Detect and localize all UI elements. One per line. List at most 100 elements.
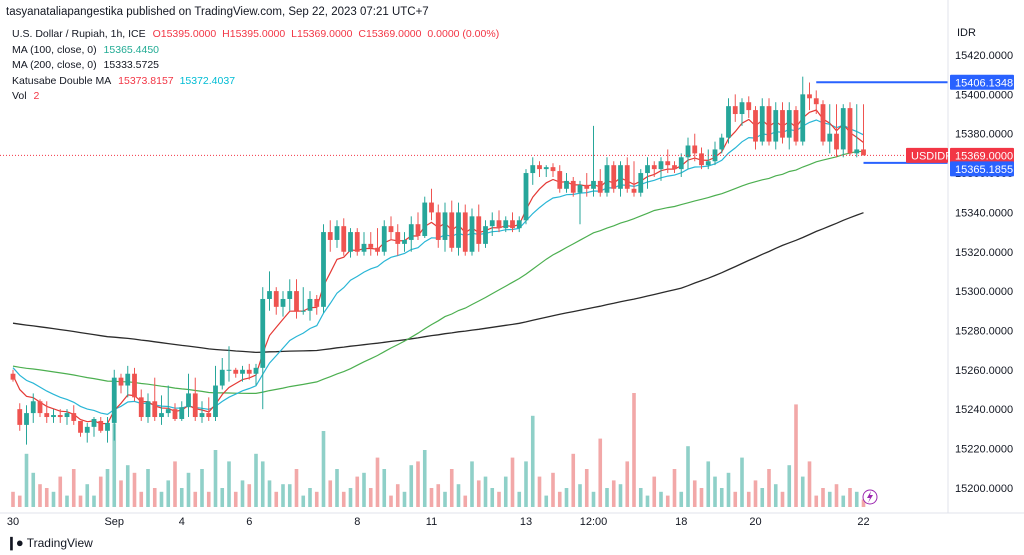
volume-bar: [227, 461, 231, 507]
legend-ma100-row[interactable]: MA (100, close, 0) 15365.4450: [12, 43, 499, 59]
volume-bar: [706, 461, 711, 507]
volume-bar: [483, 476, 488, 507]
candle-body: [24, 413, 29, 425]
volume-bar: [740, 457, 744, 507]
candle-body: [91, 418, 97, 427]
candle-body: [840, 108, 846, 150]
candle-body: [786, 110, 792, 138]
candle-body: [719, 137, 725, 150]
volume-bar: [348, 488, 353, 507]
volume-bar: [314, 491, 319, 507]
candle-body: [361, 243, 367, 252]
volume-bar: [429, 488, 434, 507]
candle-body: [327, 232, 333, 240]
volume-bar: [260, 461, 265, 507]
volume-bar: [848, 488, 852, 507]
volume-bar: [395, 484, 400, 507]
volume-bar: [206, 491, 211, 507]
volume-bar: [409, 465, 414, 507]
candle-body: [577, 184, 583, 193]
footer-brand[interactable]: ❙● TradingView: [6, 535, 93, 551]
symbol-title[interactable]: U.S. Dollar / Rupiah, 1h, ICE: [12, 28, 146, 40]
price-label-text: 15365.1855: [955, 164, 1013, 176]
volume-bar: [679, 491, 684, 507]
katusabe-slow-value: 15372.4037: [179, 74, 236, 87]
volume-bar: [659, 491, 663, 507]
volume-bar: [625, 461, 630, 507]
volume-bar: [503, 476, 508, 507]
volume-bar: [71, 469, 76, 507]
volume-bar: [490, 488, 495, 507]
volume-value: 2: [33, 90, 40, 102]
candle-body: [179, 407, 185, 419]
volume-bar: [308, 488, 312, 507]
x-tick-label: 4: [179, 516, 185, 528]
volume-bar: [436, 484, 441, 507]
ma200-label: MA (200, close, 0): [12, 59, 97, 71]
volume-bar: [571, 453, 576, 507]
volume-bar: [686, 446, 690, 507]
volume-bar: [402, 491, 407, 507]
candle-body: [307, 298, 313, 311]
volume-bar: [220, 488, 225, 507]
candle-body: [820, 104, 826, 142]
candle-body: [273, 291, 279, 307]
volume-bar: [287, 484, 292, 507]
volume-bar: [618, 484, 623, 507]
candle-body: [753, 110, 758, 142]
volume-bar: [760, 488, 765, 507]
ohlc-change: 0.0000 (0.00%): [427, 28, 500, 40]
legend-volume-row[interactable]: Vol 2: [12, 89, 499, 105]
candle-body: [624, 165, 630, 189]
legend-katusabe-row[interactable]: Katusabe Double MA 15373.8157 15372.4037: [12, 74, 499, 90]
volume-bar: [463, 495, 468, 507]
moving-average-lines: [12, 109, 864, 425]
candle-body: [145, 401, 151, 418]
x-tick-label: Sep: [104, 516, 124, 528]
candle-body: [699, 153, 704, 166]
legend-ma200-row[interactable]: MA (200, close, 0) 15333.5725: [12, 58, 499, 74]
candle-body: [746, 102, 752, 111]
volume-bar: [132, 472, 137, 507]
candle-body: [300, 310, 306, 312]
candle-body: [685, 145, 691, 158]
volume-bar: [51, 491, 56, 507]
y-tick-label: 15200.0000: [955, 483, 1013, 495]
candle-body: [516, 220, 522, 229]
volume-bar: [294, 469, 299, 507]
volume-bar: [787, 465, 792, 507]
katusabe-slow-line: [12, 119, 864, 416]
candle-body: [523, 173, 529, 221]
volume-bar: [335, 469, 339, 507]
volume-bar: [611, 480, 616, 507]
volume-bar: [544, 495, 549, 507]
candle-body: [348, 232, 353, 252]
candle-body: [813, 98, 819, 105]
volume-bar: [443, 491, 447, 507]
volume-bar: [517, 491, 522, 507]
price-label-text: 15406.1348: [955, 77, 1013, 89]
candle-body: [422, 202, 428, 237]
candle-body: [618, 165, 623, 189]
candle-body: [449, 212, 455, 248]
candle-body: [550, 167, 556, 172]
katusabe-label: Katusabe Double MA: [12, 74, 112, 87]
candle-body: [658, 161, 664, 170]
y-tick-label: 15400.0000: [955, 89, 1013, 101]
ma200-value: 15333.5725: [103, 59, 160, 71]
ohlc-open: 15395.0000: [160, 28, 217, 40]
candle-body: [631, 188, 637, 193]
volume-bar: [422, 450, 427, 507]
volume-bar: [807, 461, 812, 507]
candle-body: [334, 226, 340, 240]
volume-bar: [713, 476, 717, 507]
candle-body: [57, 415, 63, 418]
candle-body: [726, 106, 731, 138]
volume-bar: [564, 488, 569, 507]
candle-body: [172, 409, 178, 419]
candle-body: [665, 161, 671, 166]
candle-body: [496, 220, 502, 229]
volume-bar: [537, 476, 542, 507]
volume-bar: [605, 488, 609, 507]
